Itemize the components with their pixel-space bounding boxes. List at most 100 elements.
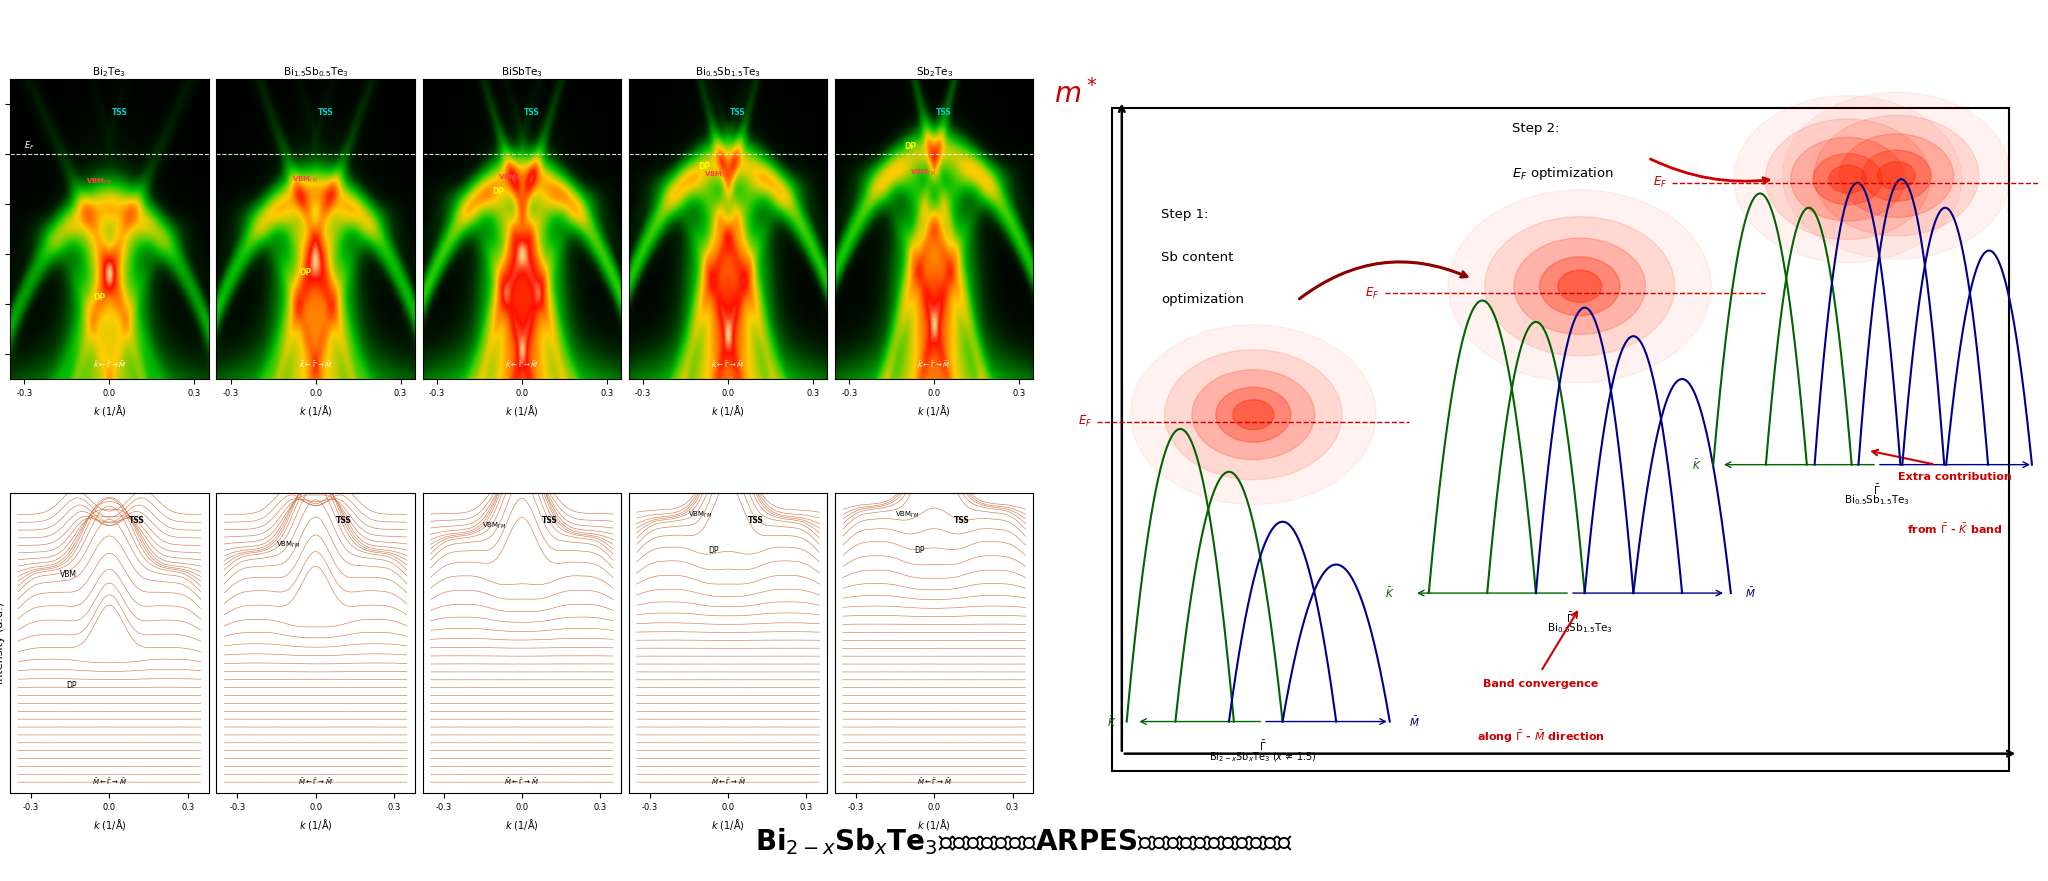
Text: $\bar{K}\leftarrow\bar{\Gamma}\rightarrow\bar{M}$: $\bar{K}\leftarrow\bar{\Gamma}\rightarro…: [506, 359, 539, 370]
Text: $\bar{M}\leftarrow\bar{\Gamma}\rightarrow\bar{M}$: $\bar{M}\leftarrow\bar{\Gamma}\rightarro…: [299, 776, 334, 787]
Text: from $\bar{\Gamma}$ - $\bar{K}$ band: from $\bar{\Gamma}$ - $\bar{K}$ band: [1907, 522, 2003, 536]
Text: TSS: TSS: [936, 108, 952, 117]
Text: $m^*$: $m^*$: [1053, 79, 1098, 109]
Circle shape: [1812, 153, 1882, 204]
Title: Bi$_{1.5}$Sb$_{0.5}$Te$_3$: Bi$_{1.5}$Sb$_{0.5}$Te$_3$: [283, 65, 348, 79]
Title: Bi$_2$Te$_3$: Bi$_2$Te$_3$: [92, 65, 127, 79]
Circle shape: [1513, 238, 1645, 335]
Text: TSS: TSS: [111, 108, 127, 117]
Text: VBM$_{\Gamma M}$: VBM$_{\Gamma M}$: [291, 174, 317, 185]
X-axis label: $k$ (1/Å): $k$ (1/Å): [92, 403, 127, 418]
Circle shape: [1165, 350, 1341, 479]
Text: $\bar{\Gamma}$: $\bar{\Gamma}$: [1260, 739, 1268, 753]
Y-axis label: Intensity (a.u.): Intensity (a.u.): [0, 602, 4, 684]
Circle shape: [1735, 96, 1962, 263]
Title: BiSbTe$_3$: BiSbTe$_3$: [502, 65, 543, 79]
Text: TSS: TSS: [729, 108, 745, 117]
Text: $\bar{K}$: $\bar{K}$: [1384, 586, 1395, 600]
Text: $E_F$: $E_F$: [1366, 285, 1380, 301]
Text: Band convergence: Band convergence: [1483, 678, 1597, 689]
Text: $\bar{K}\leftarrow\bar{\Gamma}\rightarrow\bar{M}$: $\bar{K}\leftarrow\bar{\Gamma}\rightarro…: [92, 359, 127, 370]
Text: $\bar{K}\leftarrow\bar{\Gamma}\rightarrow\bar{M}$: $\bar{K}\leftarrow\bar{\Gamma}\rightarro…: [918, 359, 950, 370]
Text: $E_F$: $E_F$: [1653, 175, 1667, 190]
X-axis label: $k$ (1/Å): $k$ (1/Å): [299, 818, 332, 833]
Circle shape: [1217, 388, 1290, 442]
Circle shape: [1839, 134, 1954, 218]
Text: VBM$_{\Gamma M}$: VBM$_{\Gamma M}$: [705, 170, 731, 181]
Text: VBM$_{\Gamma M}$: VBM$_{\Gamma M}$: [895, 510, 920, 521]
Text: optimization: optimization: [1161, 293, 1243, 307]
X-axis label: $k$ (1/Å): $k$ (1/Å): [711, 818, 745, 833]
Circle shape: [1790, 137, 1905, 221]
Circle shape: [1782, 93, 2011, 259]
Text: TSS: TSS: [748, 516, 764, 525]
Text: $\bar{M}$: $\bar{M}$: [1409, 714, 1419, 729]
Circle shape: [1829, 166, 1866, 193]
X-axis label: $k$ (1/Å): $k$ (1/Å): [506, 818, 539, 833]
Text: $\bar{M}$: $\bar{M}$: [1745, 586, 1755, 600]
Circle shape: [1233, 400, 1274, 430]
Text: $\bar{M}\leftarrow\bar{\Gamma}\rightarrow\bar{M}$: $\bar{M}\leftarrow\bar{\Gamma}\rightarro…: [504, 776, 539, 787]
Circle shape: [1485, 217, 1675, 356]
Text: DP: DP: [94, 293, 106, 302]
Circle shape: [1815, 115, 1978, 236]
X-axis label: $k$ (1/Å): $k$ (1/Å): [506, 403, 539, 418]
Text: Sb content: Sb content: [1161, 250, 1233, 263]
Text: $E_F$: $E_F$: [25, 139, 35, 152]
Text: $\bar{K}\leftarrow\bar{\Gamma}\rightarrow\bar{M}$: $\bar{K}\leftarrow\bar{\Gamma}\rightarro…: [299, 359, 332, 370]
Circle shape: [1130, 325, 1376, 505]
Text: VBM$_{\Gamma M}$: VBM$_{\Gamma M}$: [911, 167, 938, 178]
X-axis label: $k$ (1/Å): $k$ (1/Å): [299, 403, 332, 418]
X-axis label: $k$ (1/Å): $k$ (1/Å): [711, 403, 745, 418]
Text: $\bar{M}\leftarrow\bar{\Gamma}\rightarrow\bar{M}$: $\bar{M}\leftarrow\bar{\Gamma}\rightarro…: [92, 776, 127, 787]
Text: VBM: VBM: [59, 570, 78, 579]
Text: Step 2:: Step 2:: [1511, 122, 1559, 135]
Text: $\bar{M}\leftarrow\bar{\Gamma}\rightarrow\bar{M}$: $\bar{M}\leftarrow\bar{\Gamma}\rightarro…: [918, 776, 952, 787]
Text: DP: DP: [709, 546, 719, 555]
Text: $\bar{K}\leftarrow\bar{\Gamma}\rightarrow\bar{M}$: $\bar{K}\leftarrow\bar{\Gamma}\rightarro…: [711, 359, 745, 370]
Circle shape: [1559, 270, 1602, 302]
Text: VBM$_{\Gamma M}$: VBM$_{\Gamma M}$: [688, 510, 713, 521]
Text: DP: DP: [66, 681, 76, 690]
Text: TSS: TSS: [336, 516, 350, 525]
FancyBboxPatch shape: [1112, 107, 2009, 772]
Text: TSS: TSS: [524, 108, 539, 117]
Text: along $\bar{\Gamma}$ - $\bar{M}$ direction: along $\bar{\Gamma}$ - $\bar{M}$ directi…: [1477, 729, 1606, 744]
Text: DP: DP: [492, 188, 504, 196]
X-axis label: $k$ (1/Å): $k$ (1/Å): [918, 818, 950, 833]
Circle shape: [1862, 150, 1931, 201]
Circle shape: [1192, 370, 1315, 460]
Text: $\bar{\Gamma}$: $\bar{\Gamma}$: [1874, 483, 1880, 497]
Text: DP: DP: [299, 268, 311, 278]
Text: $\bar{M}\leftarrow\bar{\Gamma}\rightarrow\bar{M}$: $\bar{M}\leftarrow\bar{\Gamma}\rightarro…: [711, 776, 745, 787]
Text: $\bar{K}$: $\bar{K}$: [1108, 714, 1116, 729]
Text: $\bar{K}$: $\bar{K}$: [1692, 457, 1702, 471]
Text: VBM$_{\Gamma M}$: VBM$_{\Gamma M}$: [498, 173, 524, 182]
Text: VBM$_{\Gamma M}$: VBM$_{\Gamma M}$: [276, 540, 301, 550]
Title: Sb$_2$Te$_3$: Sb$_2$Te$_3$: [915, 65, 952, 79]
Text: Bi$_{2-x}$Sb$_x$Te$_3$ ($x$ ≠ 1.5): Bi$_{2-x}$Sb$_x$Te$_3$ ($x$ ≠ 1.5): [1208, 750, 1317, 764]
Text: VBM$_{\Gamma M}$: VBM$_{\Gamma M}$: [481, 521, 506, 531]
X-axis label: $k$ (1/Å): $k$ (1/Å): [918, 403, 950, 418]
Text: TSS: TSS: [954, 516, 971, 525]
X-axis label: $k$ (1/Å): $k$ (1/Å): [92, 818, 127, 833]
Text: $\bar{\Gamma}$: $\bar{\Gamma}$: [1567, 611, 1573, 625]
Title: Bi$_{0.5}$Sb$_{1.5}$Te$_3$: Bi$_{0.5}$Sb$_{1.5}$Te$_3$: [694, 65, 762, 79]
Text: DP: DP: [913, 546, 926, 555]
Text: DP: DP: [905, 142, 918, 152]
Text: Bi$_{0.5}$Sb$_{1.5}$Te$_3$: Bi$_{0.5}$Sb$_{1.5}$Te$_3$: [1843, 493, 1911, 507]
Text: TSS: TSS: [317, 108, 334, 117]
Text: Step 1:: Step 1:: [1161, 208, 1208, 221]
Text: TSS: TSS: [129, 516, 145, 525]
Text: Extra contribution: Extra contribution: [1898, 472, 2011, 482]
Circle shape: [1765, 119, 1929, 240]
Circle shape: [1540, 256, 1620, 315]
Circle shape: [1878, 162, 1915, 189]
Text: Bi$_{2-x}$Sb$_x$Te$_3$价带电子结构的ARPES直接精确表征及理论分析: Bi$_{2-x}$Sb$_x$Te$_3$价带电子结构的ARPES直接精确表征…: [756, 826, 1292, 856]
Text: TSS: TSS: [541, 516, 557, 525]
Text: DP: DP: [698, 162, 711, 171]
Text: VBM$_{\Gamma M}$: VBM$_{\Gamma M}$: [86, 177, 113, 188]
Text: $E_F$ optimization: $E_F$ optimization: [1511, 165, 1614, 181]
Text: Bi$_{0.5}$Sb$_{1.5}$Te$_3$: Bi$_{0.5}$Sb$_{1.5}$Te$_3$: [1546, 622, 1612, 635]
Circle shape: [1448, 190, 1712, 382]
